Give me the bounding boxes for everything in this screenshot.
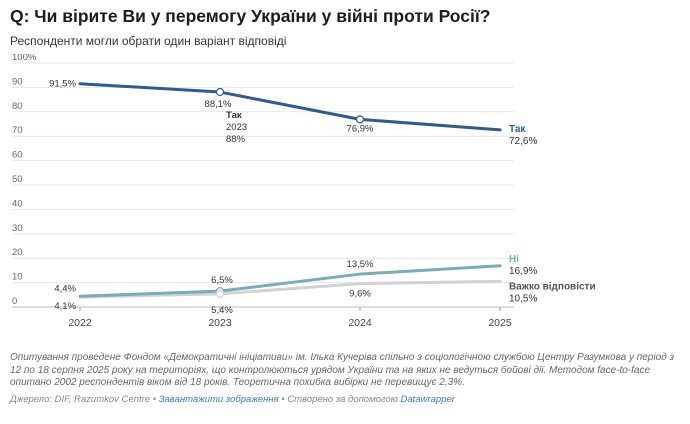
series-lines xyxy=(78,82,502,299)
y-axis: 0 10 20 30 40 50 60 70 80 90 100% xyxy=(12,54,37,307)
x-tick-label: 2024 xyxy=(348,317,372,329)
data-point-marker xyxy=(215,289,225,298)
data-label: 5,4% xyxy=(211,305,233,316)
tooltip-series: Так xyxy=(226,110,242,121)
y-tick-label: 90 xyxy=(12,76,23,87)
y-tick-label: 70 xyxy=(12,125,23,136)
gridlines xyxy=(12,62,514,308)
line-chart: 0 10 20 30 40 50 60 70 80 90 100% 2022 2023 2024 2025… xyxy=(12,54,596,329)
source-text: Джерело: DIF, Razumkov Centre xyxy=(10,394,151,405)
end-label-value: 72,6% xyxy=(509,136,537,147)
end-label-name: Ні xyxy=(509,254,519,265)
x-tick-label: 2023 xyxy=(208,317,232,329)
y-tick-label: 0 xyxy=(12,296,17,307)
series-line-0 xyxy=(78,82,502,132)
y-tick-label: 20 xyxy=(12,247,23,258)
end-label-name: Так xyxy=(509,124,526,135)
series-line-1 xyxy=(78,264,502,298)
data-label: 88,1% xyxy=(205,99,232,110)
page-subtitle: Респонденти могли обрати один варіант ві… xyxy=(10,34,287,48)
x-tick-label: 2022 xyxy=(68,317,92,329)
end-label-value: 16,9% xyxy=(509,266,537,277)
x-axis: 2022 2023 2024 2025 xyxy=(68,307,512,329)
data-point-marker xyxy=(215,87,225,97)
data-point-marker xyxy=(355,115,365,124)
data-label: 9,6% xyxy=(349,289,371,300)
data-label: 91,5% xyxy=(49,79,76,90)
data-label: 13,5% xyxy=(347,259,374,270)
y-tick-label: 60 xyxy=(12,150,23,161)
y-tick-label: 30 xyxy=(12,223,23,234)
y-tick-label: 100% xyxy=(12,54,37,63)
tooltip-year: 2023 xyxy=(226,122,247,133)
page-title: Q: Чи вірите Ви у перемогу України у вій… xyxy=(10,6,491,26)
source-line: Джерело: DIF, Razumkov Centre • Завантаж… xyxy=(10,394,455,405)
data-label: 4,1% xyxy=(54,301,76,312)
tooltip-value: 88% xyxy=(226,134,246,145)
data-label: 76,9% xyxy=(347,123,374,134)
download-image-link[interactable]: Завантажити зображення xyxy=(158,394,279,405)
y-tick-label: 40 xyxy=(12,198,23,209)
series-line-2 xyxy=(78,279,502,299)
end-label-name: Важко відповісти xyxy=(509,281,596,292)
created-with-text: • Створено за допомогою xyxy=(278,394,401,405)
y-tick-label: 10 xyxy=(12,272,23,283)
data-label: 4,4% xyxy=(54,283,76,294)
methodology-note: Опитування проведене Фондом «Демократичн… xyxy=(10,352,675,388)
separator: • xyxy=(150,394,159,405)
datawrapper-link[interactable]: Datawrapper xyxy=(400,394,455,405)
y-tick-label: 50 xyxy=(12,174,23,185)
x-tick-label: 2025 xyxy=(488,317,512,329)
data-label: 6,5% xyxy=(211,275,233,286)
end-label-value: 10,5% xyxy=(509,293,537,304)
data-labels: 91,5%88,1%76,9%Так202388%4,4%6,5%13,5%4,… xyxy=(49,79,596,316)
y-tick-label: 80 xyxy=(12,101,23,112)
